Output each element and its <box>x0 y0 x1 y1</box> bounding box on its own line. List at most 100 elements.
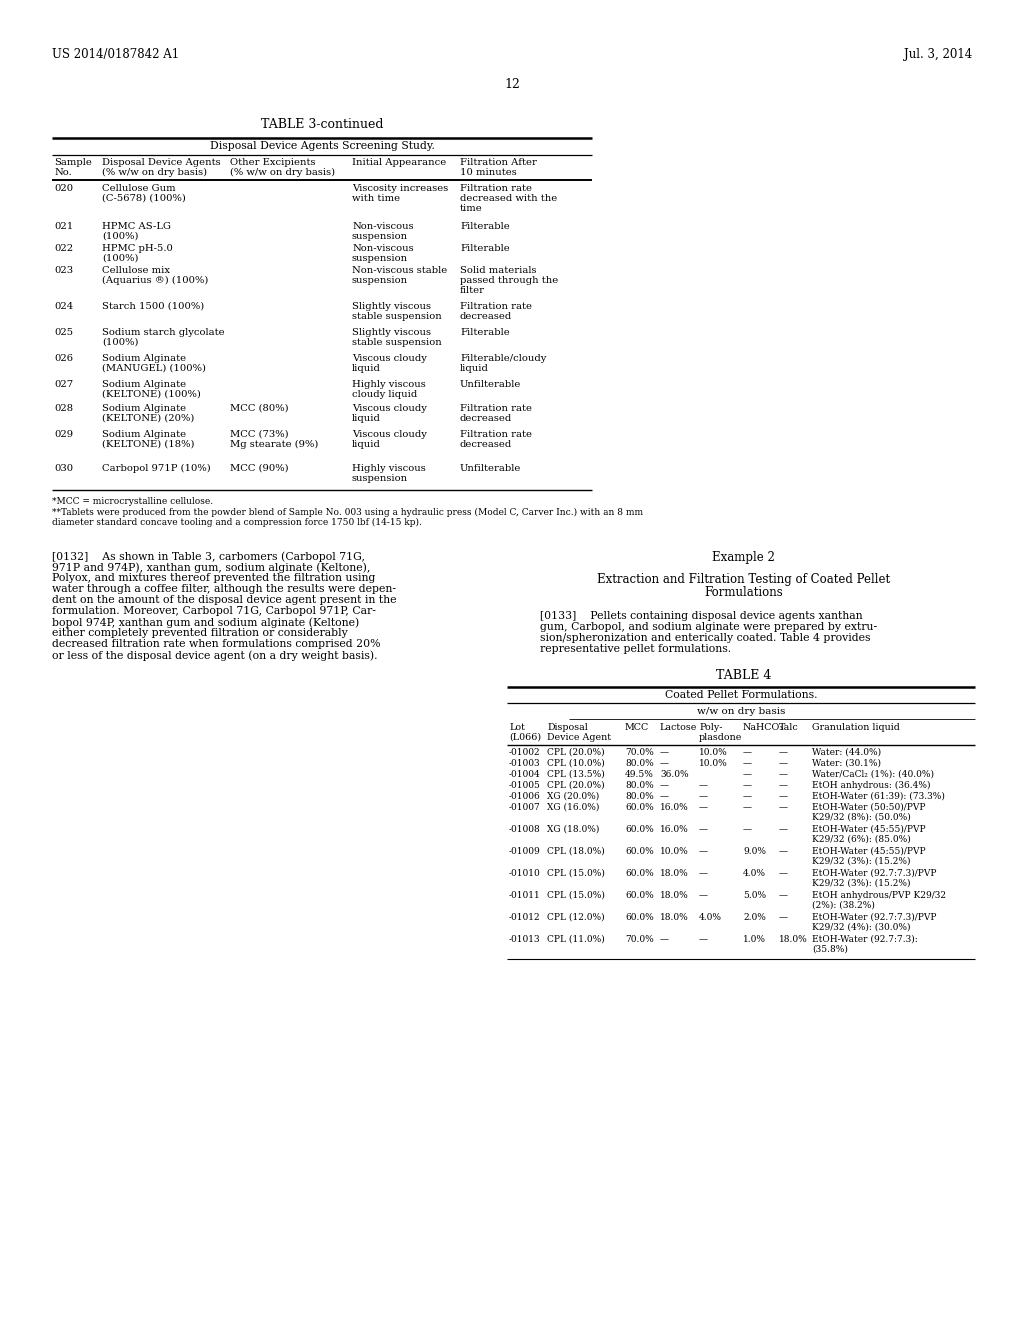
Text: (2%): (38.2%): (2%): (38.2%) <box>812 900 874 909</box>
Text: CPL (20.0%): CPL (20.0%) <box>547 781 604 789</box>
Text: -01013: -01013 <box>509 935 541 944</box>
Text: (% w/w on dry basis): (% w/w on dry basis) <box>230 168 335 177</box>
Text: —: — <box>743 781 752 789</box>
Text: Initial Appearance: Initial Appearance <box>352 158 446 168</box>
Text: Cellulose mix: Cellulose mix <box>102 267 170 275</box>
Text: *MCC = microcrystalline cellulose.: *MCC = microcrystalline cellulose. <box>52 498 213 506</box>
Text: Unfilterable: Unfilterable <box>460 465 521 473</box>
Text: sion/spheronization and enterically coated. Table 4 provides: sion/spheronization and enterically coat… <box>540 634 870 643</box>
Text: suspension: suspension <box>352 276 409 285</box>
Text: —: — <box>660 759 669 768</box>
Text: (100%): (100%) <box>102 338 138 347</box>
Text: HPMC pH-5.0: HPMC pH-5.0 <box>102 244 173 253</box>
Text: Highly viscous: Highly viscous <box>352 380 426 389</box>
Text: 028: 028 <box>54 404 73 413</box>
Text: —: — <box>743 770 752 779</box>
Text: 70.0%: 70.0% <box>625 935 653 944</box>
Text: Filterable/cloudy: Filterable/cloudy <box>460 354 547 363</box>
Text: CPL (11.0%): CPL (11.0%) <box>547 935 605 944</box>
Text: Filterable: Filterable <box>460 327 510 337</box>
Text: Viscous cloudy: Viscous cloudy <box>352 404 427 413</box>
Text: Sodium Alginate: Sodium Alginate <box>102 354 186 363</box>
Text: suspension: suspension <box>352 474 409 483</box>
Text: NaHCO₃: NaHCO₃ <box>743 723 784 733</box>
Text: Sodium Alginate: Sodium Alginate <box>102 404 186 413</box>
Text: Water: (30.1%): Water: (30.1%) <box>812 759 881 768</box>
Text: Unfilterable: Unfilterable <box>460 380 521 389</box>
Text: —: — <box>779 748 788 756</box>
Text: 10.0%: 10.0% <box>699 748 728 756</box>
Text: XG (18.0%): XG (18.0%) <box>547 825 599 834</box>
Text: or less of the disposal device agent (on a dry weight basis).: or less of the disposal device agent (on… <box>52 649 378 660</box>
Text: Sodium Alginate: Sodium Alginate <box>102 380 186 389</box>
Text: liquid: liquid <box>460 364 488 374</box>
Text: Filtration rate: Filtration rate <box>460 404 532 413</box>
Text: (KELTONE) (100%): (KELTONE) (100%) <box>102 389 201 399</box>
Text: —: — <box>779 913 788 921</box>
Text: MCC (90%): MCC (90%) <box>230 465 289 473</box>
Text: -01003: -01003 <box>509 759 541 768</box>
Text: CPL (13.5%): CPL (13.5%) <box>547 770 605 779</box>
Text: CPL (20.0%): CPL (20.0%) <box>547 748 604 756</box>
Text: CPL (15.0%): CPL (15.0%) <box>547 869 605 878</box>
Text: CPL (15.0%): CPL (15.0%) <box>547 891 605 900</box>
Text: CPL (12.0%): CPL (12.0%) <box>547 913 604 921</box>
Text: Slightly viscous: Slightly viscous <box>352 327 431 337</box>
Text: 024: 024 <box>54 302 74 312</box>
Text: 36.0%: 36.0% <box>660 770 688 779</box>
Text: 70.0%: 70.0% <box>625 748 653 756</box>
Text: 026: 026 <box>54 354 73 363</box>
Text: —: — <box>779 781 788 789</box>
Text: Filtration rate: Filtration rate <box>460 302 532 312</box>
Text: (% w/w on dry basis): (% w/w on dry basis) <box>102 168 207 177</box>
Text: Disposal: Disposal <box>547 723 588 733</box>
Text: 60.0%: 60.0% <box>625 803 653 812</box>
Text: Example 2: Example 2 <box>712 550 775 564</box>
Text: EtOH anhydrous: (36.4%): EtOH anhydrous: (36.4%) <box>812 781 931 791</box>
Text: Sodium starch glycolate: Sodium starch glycolate <box>102 327 224 337</box>
Text: -01008: -01008 <box>509 825 541 834</box>
Text: 60.0%: 60.0% <box>625 825 653 834</box>
Text: Cellulose Gum: Cellulose Gum <box>102 183 176 193</box>
Text: Sodium Alginate: Sodium Alginate <box>102 430 186 440</box>
Text: 4.0%: 4.0% <box>699 913 722 921</box>
Text: Filtration rate: Filtration rate <box>460 430 532 440</box>
Text: gum, Carbopol, and sodium alginate were prepared by extru-: gum, Carbopol, and sodium alginate were … <box>540 622 878 632</box>
Text: Slightly viscous: Slightly viscous <box>352 302 431 312</box>
Text: -01002: -01002 <box>509 748 541 756</box>
Text: representative pellet formulations.: representative pellet formulations. <box>540 644 731 653</box>
Text: —: — <box>660 935 669 944</box>
Text: EtOH anhydrous/PVP K29/32: EtOH anhydrous/PVP K29/32 <box>812 891 946 900</box>
Text: -01012: -01012 <box>509 913 541 921</box>
Text: w/w on dry basis: w/w on dry basis <box>696 708 785 715</box>
Text: 023: 023 <box>54 267 73 275</box>
Text: liquid: liquid <box>352 364 381 374</box>
Text: Non-viscous: Non-viscous <box>352 222 414 231</box>
Text: cloudy liquid: cloudy liquid <box>352 389 417 399</box>
Text: time: time <box>460 205 482 213</box>
Text: —: — <box>660 792 669 801</box>
Text: Granulation liquid: Granulation liquid <box>812 723 900 733</box>
Text: Lot: Lot <box>509 723 525 733</box>
Text: (C-5678) (100%): (C-5678) (100%) <box>102 194 186 203</box>
Text: —: — <box>779 891 788 900</box>
Text: -01006: -01006 <box>509 792 541 801</box>
Text: plasdone: plasdone <box>699 733 742 742</box>
Text: passed through the: passed through the <box>460 276 558 285</box>
Text: 1.0%: 1.0% <box>743 935 766 944</box>
Text: Non-viscous stable: Non-viscous stable <box>352 267 447 275</box>
Text: Talc: Talc <box>779 723 799 733</box>
Text: (KELTONE) (20%): (KELTONE) (20%) <box>102 414 195 422</box>
Text: K29/32 (8%): (50.0%): K29/32 (8%): (50.0%) <box>812 813 910 821</box>
Text: —: — <box>779 803 788 812</box>
Text: Disposal Device Agents: Disposal Device Agents <box>102 158 220 168</box>
Text: Carbopol 971P (10%): Carbopol 971P (10%) <box>102 465 211 473</box>
Text: decreased: decreased <box>460 414 512 422</box>
Text: —: — <box>699 935 708 944</box>
Text: (Aquarius ®) (100%): (Aquarius ®) (100%) <box>102 276 208 285</box>
Text: Disposal Device Agents Screening Study.: Disposal Device Agents Screening Study. <box>210 141 434 150</box>
Text: 12: 12 <box>504 78 520 91</box>
Text: Viscous cloudy: Viscous cloudy <box>352 354 427 363</box>
Text: 022: 022 <box>54 244 73 253</box>
Text: 025: 025 <box>54 327 73 337</box>
